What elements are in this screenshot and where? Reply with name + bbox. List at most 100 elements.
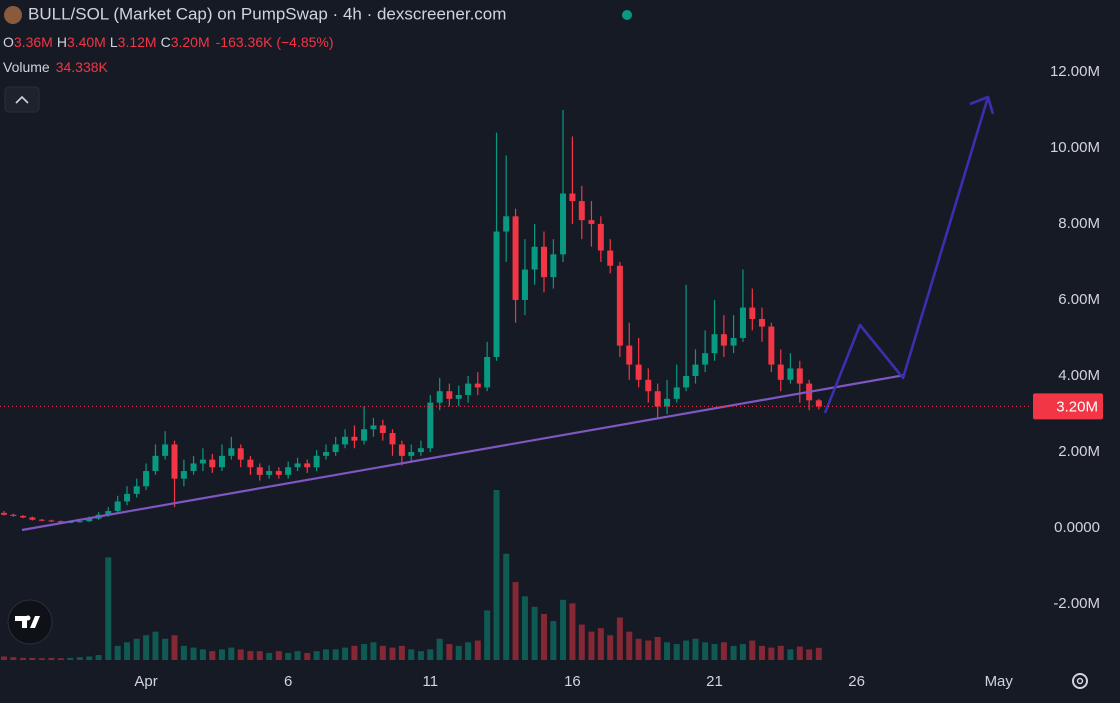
x-tick-label: Apr (134, 673, 157, 690)
volume-bar (597, 628, 604, 660)
volume-bar (86, 656, 93, 660)
candle-body (616, 265, 623, 346)
volume-bar (332, 649, 339, 660)
volume-bar (645, 640, 652, 660)
y-tick-label: 6.00M (1058, 291, 1100, 308)
volume-bar (446, 644, 453, 660)
candle-body (171, 444, 178, 479)
volume-bar (635, 638, 642, 660)
candle-body (550, 254, 557, 278)
volume-bar (199, 649, 206, 660)
volume-bar (0, 656, 7, 660)
candle-body (683, 376, 690, 388)
volume-bar (370, 642, 377, 660)
candle-body (645, 379, 652, 392)
volume-bar (95, 655, 102, 660)
y-tick-label: -2.00M (1053, 595, 1100, 612)
volume-bar (152, 631, 159, 660)
volume-bar (578, 624, 585, 660)
candle-body (342, 436, 349, 445)
candle-body (607, 250, 614, 266)
volume-bar (777, 645, 784, 660)
volume-bar (124, 642, 131, 660)
candle-body (379, 425, 386, 434)
candle-body (370, 425, 377, 430)
candle-body (209, 459, 216, 468)
x-tick-label: 16 (564, 673, 581, 690)
candle-body (578, 201, 585, 221)
volume-bar (379, 645, 386, 660)
logo-mark (15, 616, 40, 628)
x-tick-label: 21 (706, 673, 723, 690)
candle-body (29, 517, 36, 520)
volume-bar (560, 599, 567, 660)
volume-bar (465, 642, 472, 660)
volume-bar (749, 640, 756, 660)
volume-bar (664, 642, 671, 660)
volume-bar (588, 631, 595, 660)
logo[interactable] (7, 599, 53, 645)
candle-body (654, 391, 661, 407)
volume-bar (540, 613, 547, 660)
x-tick-label: 6 (284, 673, 292, 690)
settings-icon (1076, 677, 1084, 685)
settings-button[interactable] (1072, 673, 1088, 689)
volume-bar (294, 651, 301, 660)
candle-body (446, 391, 453, 399)
candle-body (787, 368, 794, 380)
x-tick-label: May (985, 673, 1014, 690)
candle-body (237, 448, 244, 460)
candle-body (266, 471, 273, 475)
legend-key: L (110, 34, 118, 50)
price-badge (1033, 393, 1103, 420)
volume-bar (57, 658, 64, 660)
candle-body (304, 463, 311, 468)
volume-bar (796, 646, 803, 660)
candle-body (815, 400, 822, 407)
candle-body (285, 467, 292, 475)
collapse-button[interactable] (4, 86, 40, 113)
volume-bar (266, 652, 273, 660)
candle-body (162, 444, 169, 456)
candle-body (294, 463, 301, 468)
volume-bar (815, 647, 822, 660)
candle-body (749, 307, 756, 319)
candle-body (332, 444, 339, 453)
legend-key: C (161, 34, 171, 50)
volume-bar (162, 638, 169, 660)
plot-area (0, 109, 822, 660)
candle-body (48, 520, 55, 522)
y-tick-label: 0.0000 (1054, 519, 1100, 536)
legend-value: 3.12M (118, 34, 157, 50)
candle-body (597, 223, 604, 251)
volume-bar (313, 651, 320, 660)
volume-bar (806, 649, 813, 660)
volume-bar (521, 596, 528, 660)
candle-body (540, 246, 547, 278)
candle-body (313, 455, 320, 468)
candle-body (218, 455, 225, 468)
volume-bar (209, 651, 216, 660)
candle-body (560, 193, 567, 255)
candle-body (133, 486, 140, 494)
candle-body (493, 231, 500, 357)
y-tick-label: 8.00M (1058, 215, 1100, 232)
arrow-head (969, 95, 995, 115)
volume-bar (720, 642, 727, 660)
candle-body (512, 216, 519, 300)
legend-value: 3.40M (67, 34, 106, 50)
volume-legend: Volume 34.338K (3, 59, 109, 75)
volume-bar (739, 644, 746, 660)
volume-bar (114, 645, 121, 660)
volume-bar (616, 617, 623, 660)
candle-body (588, 220, 595, 224)
volume-bar (702, 642, 709, 660)
volume-bar (474, 640, 481, 660)
trend-line (21, 373, 906, 532)
candle-body (57, 521, 64, 523)
volume-bar (76, 657, 83, 660)
candle-body (626, 345, 633, 365)
candle-body (389, 433, 396, 445)
volume-bar (512, 582, 519, 660)
candle-body (105, 510, 112, 515)
